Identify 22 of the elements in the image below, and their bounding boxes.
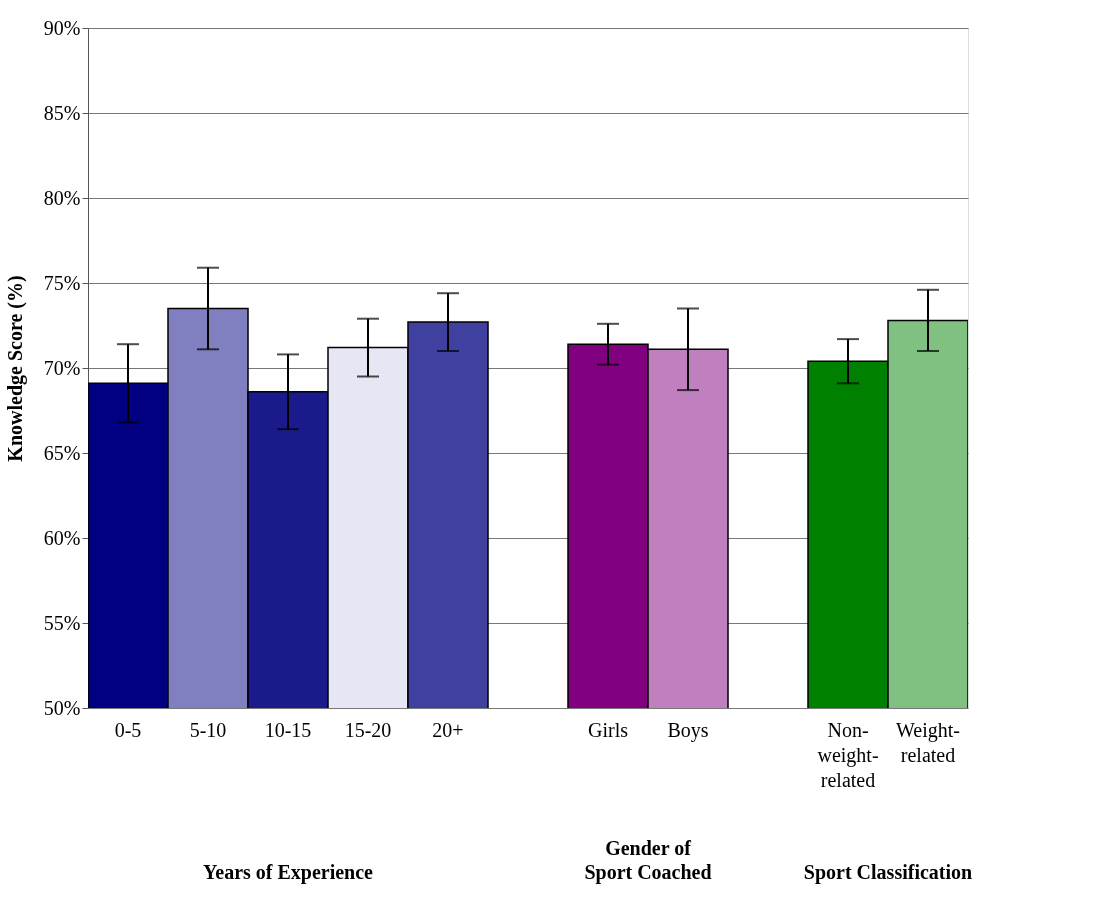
y-tick-label: 60% bbox=[43, 526, 81, 549]
y-tick-label: 70% bbox=[43, 356, 81, 379]
y-tick-label: 80% bbox=[43, 186, 81, 209]
x-tick-label: 5-10 bbox=[189, 718, 227, 741]
text: Years of Experience bbox=[203, 861, 374, 884]
x-tick-label: Girls bbox=[588, 718, 629, 741]
y-axis-title: Knowledge Score (%) bbox=[3, 275, 27, 462]
x-tick-label: Non-weight-related bbox=[817, 718, 879, 791]
y-tick-label: 50% bbox=[43, 696, 81, 719]
y-tick-label: 65% bbox=[43, 441, 81, 464]
y-tick-label: 55% bbox=[43, 611, 81, 634]
x-tick-label: Boys bbox=[667, 718, 709, 742]
x-tick-label: 0-5 bbox=[114, 718, 142, 741]
y-tick-label: 85% bbox=[43, 101, 81, 124]
y-tick-label: 75% bbox=[43, 271, 81, 294]
text: Gender of Sport Coached bbox=[584, 837, 712, 884]
x-tick-label: 15-20 bbox=[344, 718, 392, 741]
x-tick-label: Weight-related bbox=[896, 718, 960, 766]
x-tick-label: 10-15 bbox=[264, 718, 312, 741]
x-tick-label: 20+ bbox=[432, 718, 464, 741]
y-tick-label: 90% bbox=[43, 16, 81, 39]
text: Sport Classification bbox=[803, 861, 973, 884]
